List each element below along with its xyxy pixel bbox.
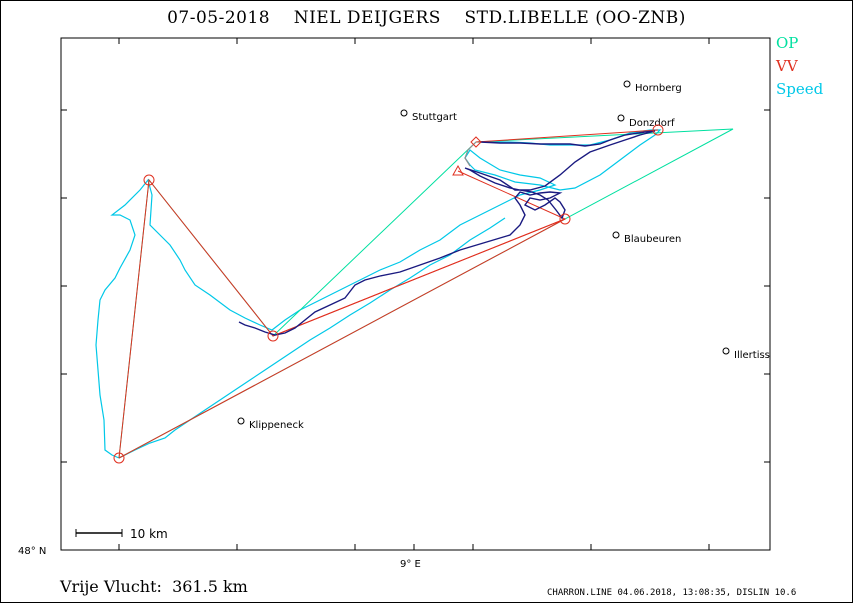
axis-ticks [61, 38, 770, 550]
town-label: Blaubeuren [624, 234, 681, 245]
turnpoint-3 [559, 213, 571, 225]
turnpoint-triangle [452, 164, 464, 176]
town-markers: Hornberg Stuttgart Donzdorf Blaubeuren I… [237, 80, 770, 431]
speed-track-south [118, 217, 506, 459]
lon-label: 9° E [400, 559, 421, 570]
town-dot [623, 80, 631, 88]
plot-frame [60, 37, 771, 551]
turnpoint-2 [267, 330, 279, 342]
town-dot [617, 114, 625, 122]
free-flight-distance: Vrije Vlucht: 361.5 km [60, 577, 248, 596]
town-label: Stuttgart [412, 112, 457, 123]
turnpoints [113, 124, 664, 464]
town-label: Illertiss [734, 350, 770, 361]
footer-info: CHARRON.LINE 04.06.2018, 13:08:35, DISLI… [547, 588, 797, 598]
flight-track [238, 130, 656, 336]
lat-label: 48° N [18, 546, 46, 557]
town-dot [400, 109, 408, 117]
town-label: Klippeneck [249, 420, 304, 431]
legend-op: OP [776, 34, 799, 52]
turnpoint-1 [143, 174, 155, 186]
turnpoint-4 [652, 124, 664, 136]
legend-speed: Speed [776, 80, 824, 98]
speed-track [95, 129, 662, 459]
grey-segment [464, 141, 477, 167]
town-label: Hornberg [635, 83, 682, 94]
scale-bar: 10 km [75, 527, 168, 541]
town-dot [722, 347, 730, 355]
vv-leg-east [475, 129, 659, 143]
town-label: Donzdorf [629, 118, 675, 129]
scale-label: 10 km [130, 527, 168, 541]
town-dot [612, 231, 620, 239]
turnpoint-diamond [470, 136, 482, 148]
legend-vv: VV [776, 57, 798, 75]
flight-title: 07-05-2018 NIEL DEIJGERS STD.LIBELLE (OO… [167, 8, 686, 28]
turnpoint-start [113, 452, 125, 464]
town-dot [237, 417, 245, 425]
vv-leg-mid [272, 218, 566, 337]
vv-task [118, 170, 567, 459]
